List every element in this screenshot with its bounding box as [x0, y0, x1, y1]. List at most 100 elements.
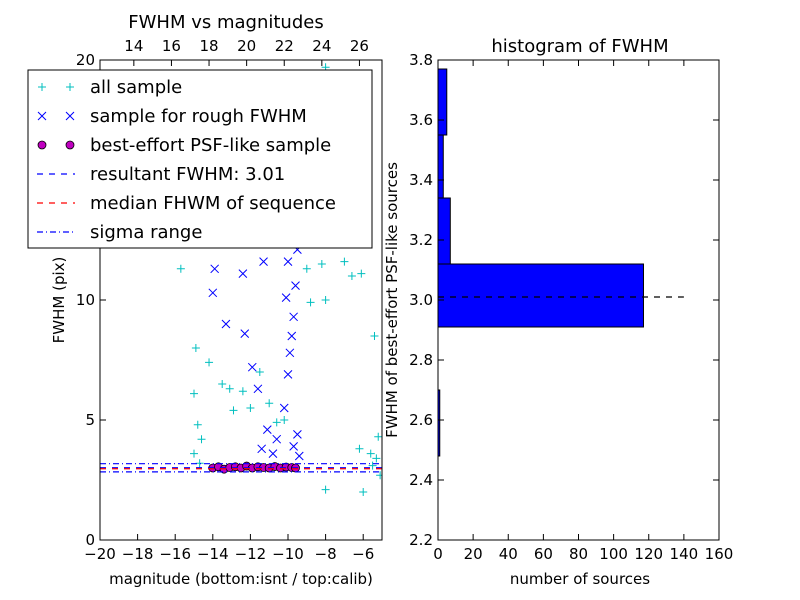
- series-1-point-15: [289, 312, 298, 322]
- legend-entry-3-label: resultant FWHM: 3.01: [90, 164, 285, 185]
- series-1-point-25: [281, 293, 291, 302]
- histogram-ticks: 0 20 40 60 80 100 120 140 160 2.2 2.4 2.6 2.8 3.0 3.2 3…: [409, 51, 733, 563]
- x-tick-label-2: −16: [159, 545, 191, 563]
- hist-x-tick-label-7: 140: [670, 545, 699, 563]
- scatter-panel: −20−18−16−14−12−10−8−6051015201416182022…: [27, 12, 383, 588]
- hist-y-tick-label-1: 2.4: [409, 471, 433, 489]
- top-tick-label-1: 16: [162, 37, 181, 55]
- series-0-point-36: [359, 488, 368, 496]
- series-0-point-25: [321, 296, 330, 304]
- series-0-point-15: [265, 399, 274, 408]
- scatter-title: FWHM vs magnitudes: [128, 12, 323, 33]
- hist-y-tick-label-4: 3.0: [409, 291, 433, 309]
- series-0-point-10: [225, 384, 234, 393]
- series-1-point-24: [287, 331, 297, 341]
- series-1-point-5: [238, 269, 248, 278]
- series-0-point-13: [246, 404, 255, 412]
- legend-entry-5: sigma range: [37, 222, 202, 243]
- series-0-point-5: [190, 449, 198, 458]
- series-0-point-22: [306, 298, 315, 307]
- series-0-point-3: [190, 389, 198, 398]
- series-1-point-3: [240, 329, 250, 338]
- top-tick-label-3: 20: [237, 37, 256, 55]
- legend-entry-0-marker-b: [66, 83, 74, 91]
- legend-entry-2-marker-a: [37, 140, 47, 150]
- series-0-point-4: [193, 420, 202, 429]
- x-tick-label-5: −10: [272, 545, 304, 563]
- legend-entry-1-marker-b: [65, 111, 75, 121]
- series-1-point-4: [247, 362, 257, 372]
- series-1-point-12: [279, 403, 289, 413]
- series-0-point-29: [357, 269, 366, 278]
- series-0-point-24: [317, 260, 326, 268]
- hist-x-tick-label-4: 80: [569, 545, 588, 563]
- series-0-point-21: [302, 264, 311, 273]
- hist-y-tick-label-7: 3.6: [409, 111, 433, 129]
- series-0-point-40: [366, 449, 375, 458]
- top-tick-label-0: 14: [124, 37, 143, 55]
- series-0-point-39: [374, 432, 382, 441]
- series-0-point-27: [340, 257, 349, 266]
- series-0-point-37: [368, 461, 377, 470]
- legend-entry-3: resultant FWHM: 3.01: [37, 164, 285, 185]
- series-1-point-0: [210, 264, 220, 274]
- series-0-point-17: [280, 416, 289, 424]
- legend-entry-0-marker-a: [38, 83, 46, 91]
- legend-entry-2-marker-b: [65, 140, 75, 150]
- series-1-point-11: [272, 434, 282, 444]
- hist-bar-3: [437, 134, 444, 199]
- hist-x-tick-label-1: 20: [464, 545, 483, 563]
- x-tick-label-6: −8: [315, 545, 337, 563]
- y-tick-label-2: 10: [76, 291, 95, 309]
- series-1-point-20: [289, 442, 298, 451]
- series-1-point-21: [294, 451, 304, 461]
- hist-y-tick-label-6: 3.4: [409, 171, 433, 189]
- series-0-point-34: [376, 471, 382, 480]
- series-1-point-16: [291, 281, 300, 290]
- top-tick-label-2: 18: [199, 37, 218, 55]
- y-tick-label-0: 0: [85, 531, 95, 549]
- x-tick-label-7: −6: [352, 545, 374, 563]
- hist-x-tick-label-0: 0: [433, 545, 443, 563]
- series-0-point-30: [370, 332, 379, 340]
- x-tick-label-1: −18: [122, 545, 154, 563]
- legend-entry-1-label: sample for rough FWHM: [90, 106, 307, 127]
- hist-y-tick-label-0: 2.2: [409, 531, 433, 549]
- series-0-point-28: [347, 272, 356, 280]
- series-1-point-7: [253, 384, 263, 394]
- series-0-point-11: [229, 406, 238, 415]
- legend-entry-2: best-effort PSF-like sample: [37, 135, 331, 156]
- series-1-point-2: [221, 319, 231, 329]
- y-tick-label-1: 5: [85, 411, 95, 429]
- series-1-point-22: [293, 430, 302, 439]
- y-tick-label-4: 20: [76, 51, 95, 69]
- top-tick-label-6: 26: [350, 37, 369, 55]
- legend-entry-1-marker-a: [37, 111, 47, 121]
- scatter-y-label: FWHM (pix): [50, 257, 68, 344]
- series-1-point-9: [257, 444, 267, 454]
- histogram-panel: 0 20 40 60 80 100 120 140 160 2.2 2.4 2.6 2.8 3.0 3.2 3…: [383, 36, 733, 588]
- top-tick-label-4: 22: [275, 37, 294, 55]
- x-tick-label-4: −12: [235, 545, 267, 563]
- legend-entry-0-label: all sample: [90, 77, 182, 98]
- legend-entry-4: median FHWM of sequence: [37, 193, 336, 214]
- series-0-point-38: [372, 454, 381, 463]
- hist-x-tick-label-5: 100: [599, 545, 628, 563]
- hist-y-tick-label-8: 3.8: [409, 51, 433, 69]
- histogram-y-label: FWHM of best-effort PSF-like sources: [383, 162, 401, 438]
- hist-x-tick-label-2: 40: [499, 545, 518, 563]
- series-1-point-6: [259, 257, 268, 266]
- hist-y-tick-label-5: 3.2: [409, 231, 433, 249]
- series-0-point-35: [321, 485, 330, 494]
- histogram-plot-area: [437, 68, 684, 457]
- x-tick-label-0: −20: [84, 545, 116, 563]
- legend-entry-2-label: best-effort PSF-like sample: [90, 135, 331, 156]
- series-0-point-6: [197, 435, 206, 444]
- legend-entry-4-label: median FHWM of sequence: [90, 193, 336, 214]
- hist-y-tick-label-2: 2.6: [409, 411, 433, 429]
- series-1-point-8: [262, 425, 272, 434]
- series-0-point-2: [191, 344, 200, 352]
- histogram-x-label: number of sources: [510, 570, 650, 588]
- hist-x-tick-label-8: 160: [705, 545, 734, 563]
